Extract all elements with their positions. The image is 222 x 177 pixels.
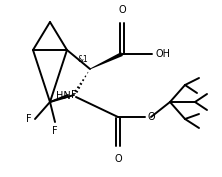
Text: O: O [118,5,126,15]
Text: &1: &1 [78,56,88,64]
Polygon shape [90,52,123,69]
Text: F: F [52,126,58,136]
Text: HN: HN [56,91,71,101]
Text: F: F [71,90,77,100]
Text: O: O [114,154,122,164]
Text: O: O [147,112,155,122]
Text: OH: OH [155,49,170,59]
Text: F: F [26,114,32,124]
